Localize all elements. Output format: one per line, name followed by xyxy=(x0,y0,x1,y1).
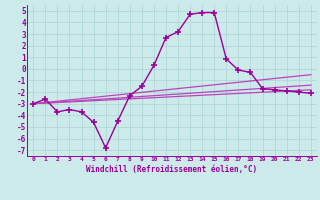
X-axis label: Windchill (Refroidissement éolien,°C): Windchill (Refroidissement éolien,°C) xyxy=(86,165,258,174)
